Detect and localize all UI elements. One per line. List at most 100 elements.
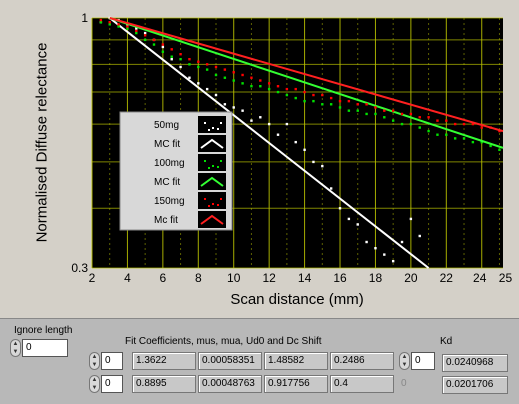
data-point [347, 217, 351, 221]
data-point [436, 133, 439, 136]
legend-label: 50mg [154, 120, 179, 131]
data-point [365, 112, 368, 116]
data-point [321, 164, 324, 168]
data-point [205, 63, 209, 66]
data-point [391, 109, 395, 112]
data-point [312, 93, 315, 97]
x-tick-label: 8 [195, 271, 202, 285]
row1-index-stepper[interactable]: ▲ ▼ [89, 352, 100, 370]
data-point [374, 106, 377, 109]
data-point [135, 27, 138, 30]
data-point [356, 103, 359, 106]
legend-label: MC fit [154, 177, 180, 188]
legend-point [208, 205, 210, 207]
data-point [188, 63, 191, 66]
legend-point [220, 122, 222, 124]
row2-index-stepper[interactable]: ▲ ▼ [89, 375, 100, 393]
data-point [383, 109, 386, 112]
data-point [400, 122, 404, 126]
data-point [143, 31, 147, 35]
legend-point [220, 198, 222, 200]
data-point [267, 122, 271, 126]
legend-label: MC fit [154, 139, 180, 150]
row1-kd-stepper[interactable]: ▲ ▼ [399, 352, 410, 370]
data-point [338, 99, 342, 103]
row1-kd: 0.0240968 [442, 354, 508, 372]
data-point [471, 140, 475, 144]
ignore-length-stepper[interactable]: ▲ ▼ [10, 339, 21, 357]
x-tick-label: 6 [160, 271, 167, 285]
legend-line [200, 214, 224, 225]
legend-point [217, 166, 219, 168]
controls-panel: Ignore length ▲ ▼ 0 Fit Coefficients, mus… [0, 318, 519, 404]
legend-swatch [198, 211, 226, 228]
row2-mus: 0.8895 [132, 375, 196, 393]
data-point [250, 76, 253, 79]
row1-mua: 0.00058351 [198, 352, 262, 370]
data-point [99, 18, 103, 22]
data-point [445, 119, 448, 122]
data-point [267, 87, 271, 91]
data-point [232, 106, 235, 109]
data-point [117, 25, 120, 28]
legend-swatch [198, 154, 226, 171]
data-point [498, 148, 501, 152]
row1-kd-index-input[interactable]: 0 [411, 352, 435, 370]
legend-label: 100mg [154, 158, 185, 169]
data-point [259, 85, 262, 88]
data-point [329, 96, 333, 100]
data-point [383, 253, 386, 256]
row2-mua: 0.00048763 [198, 375, 262, 393]
data-point [427, 116, 430, 119]
ignore-length-label: Ignore length [14, 325, 73, 336]
data-point [223, 68, 227, 71]
data-point [453, 122, 457, 126]
data-point [374, 247, 377, 250]
legend-point [217, 128, 219, 130]
data-point [232, 71, 235, 74]
row2-index-input[interactable]: 0 [101, 375, 123, 393]
data-point [108, 20, 111, 24]
data-point [214, 73, 218, 77]
data-point [338, 106, 342, 109]
x-tick-label: 18 [369, 271, 383, 285]
legend: 50mg MC fit 100mg MC fit 150mg Mc fit [119, 111, 233, 231]
y-tick-label: 1 [81, 11, 88, 25]
legend-swatch [198, 173, 226, 190]
data-point [427, 129, 430, 133]
data-point [321, 103, 324, 106]
data-point [214, 65, 218, 69]
data-point [161, 50, 165, 53]
data-point [205, 87, 209, 91]
x-tick-label: 25 [499, 271, 513, 285]
data-point [294, 140, 297, 144]
data-point [276, 85, 280, 88]
data-point [356, 223, 359, 226]
row1-index-input[interactable]: 0 [101, 352, 123, 370]
data-point [383, 116, 386, 119]
data-point [126, 25, 129, 28]
data-point [418, 116, 421, 119]
series-line [109, 17, 504, 149]
x-tick-label: 12 [262, 271, 276, 285]
data-point [285, 93, 289, 97]
data-point [453, 137, 457, 140]
ignore-length-input[interactable]: 0 [22, 339, 68, 357]
legend-point [204, 160, 206, 162]
data-point [347, 99, 351, 103]
row2-kd: 0.0201706 [442, 376, 508, 394]
data-point [409, 112, 413, 116]
legend-point [217, 204, 219, 206]
data-point [214, 93, 218, 97]
data-point [197, 60, 200, 63]
legend-swatch [198, 116, 226, 133]
legend-point [212, 127, 214, 129]
data-point [170, 48, 173, 51]
data-point [471, 122, 475, 126]
row1-dc-shift: 0.2486 [330, 352, 394, 370]
data-point [338, 207, 342, 210]
data-point [480, 140, 483, 144]
legend-label: 150mg [154, 196, 185, 207]
data-point [179, 58, 182, 61]
